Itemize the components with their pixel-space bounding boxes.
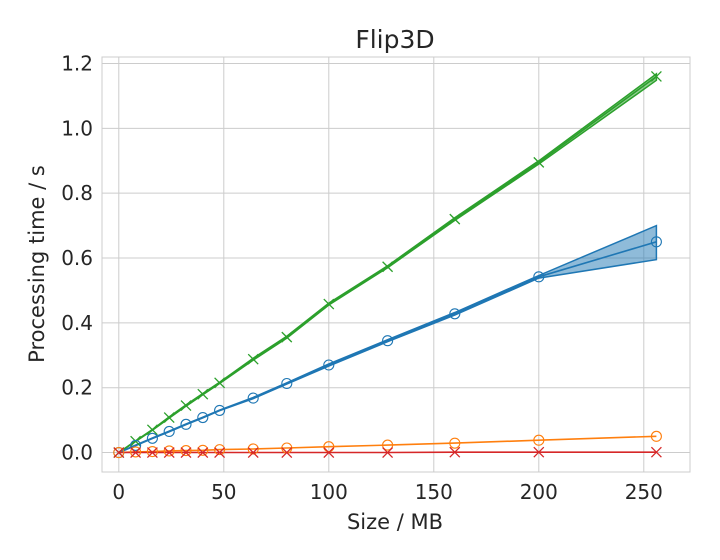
data-point	[214, 447, 226, 459]
data-point	[533, 271, 545, 283]
data-point	[197, 447, 209, 459]
series-markers	[113, 70, 662, 459]
data-point	[449, 437, 461, 449]
data-point	[247, 447, 259, 459]
data-point	[214, 444, 226, 456]
data-point	[281, 331, 293, 343]
data-point	[281, 447, 293, 459]
data-point	[197, 388, 209, 400]
data-point	[130, 435, 142, 447]
data-point	[449, 308, 461, 320]
data-point	[146, 432, 158, 444]
data-point	[382, 261, 394, 273]
data-point	[180, 400, 192, 411]
data-point	[113, 446, 125, 459]
data-point	[163, 412, 175, 423]
data-point	[163, 445, 175, 457]
data-point	[650, 236, 662, 248]
y-tick-label: 0.6	[61, 246, 93, 270]
y-axis-label: Processing time / s	[25, 165, 49, 363]
data-point	[214, 404, 226, 416]
x-tick-label: 200	[520, 480, 558, 504]
data-point	[113, 447, 125, 459]
data-point	[180, 447, 192, 459]
data-point	[323, 359, 335, 371]
data-point	[449, 446, 461, 458]
data-point	[533, 446, 545, 458]
data-point	[130, 447, 142, 459]
data-point	[180, 418, 192, 430]
data-point	[281, 377, 293, 390]
data-point	[323, 447, 335, 459]
y-tick-label: 0.8	[61, 181, 93, 205]
data-point	[650, 430, 662, 442]
y-tick-label: 0.4	[61, 311, 93, 335]
data-point	[130, 439, 142, 451]
data-point	[650, 70, 662, 82]
y-tick-label: 0.2	[61, 376, 93, 400]
series-line	[118, 435, 657, 454]
data-point	[163, 447, 175, 459]
chart-title: Flip3D	[355, 25, 434, 54]
data-point	[382, 335, 394, 347]
data-point	[146, 424, 158, 436]
data-point	[382, 447, 394, 459]
x-tick-label: 0	[112, 480, 125, 504]
data-point	[533, 156, 545, 168]
data-point	[650, 446, 662, 458]
data-point	[197, 444, 209, 456]
x-tick-label: 150	[415, 480, 453, 504]
data-point	[197, 411, 209, 424]
x-axis-label: Size / MB	[347, 510, 443, 534]
data-point	[247, 443, 259, 455]
data-point	[146, 447, 158, 459]
y-tick-label: 1.2	[61, 51, 93, 75]
data-point	[130, 446, 142, 458]
y-axis-ticks: 0.0 0.2 0.4 0.6 0.8 1.0 1.2	[61, 51, 93, 464]
x-tick-label: 100	[310, 480, 348, 504]
y-tick-label: 1.0	[61, 116, 93, 140]
data-point	[247, 392, 259, 404]
data-point	[247, 353, 259, 365]
x-axis-ticks: 0 50 100 150 200 250	[112, 480, 662, 504]
data-point	[214, 377, 226, 389]
data-point	[382, 439, 394, 451]
data-point	[146, 446, 158, 458]
data-point	[533, 434, 545, 446]
y-tick-label: 0.0	[61, 441, 93, 465]
data-point	[163, 425, 175, 438]
data-point	[180, 445, 192, 457]
series-line	[118, 241, 657, 454]
data-point	[323, 298, 335, 310]
data-point	[449, 213, 461, 225]
plot-area	[101, 56, 691, 473]
x-tick-label: 50	[211, 480, 236, 504]
x-tick-label: 250	[625, 480, 663, 504]
